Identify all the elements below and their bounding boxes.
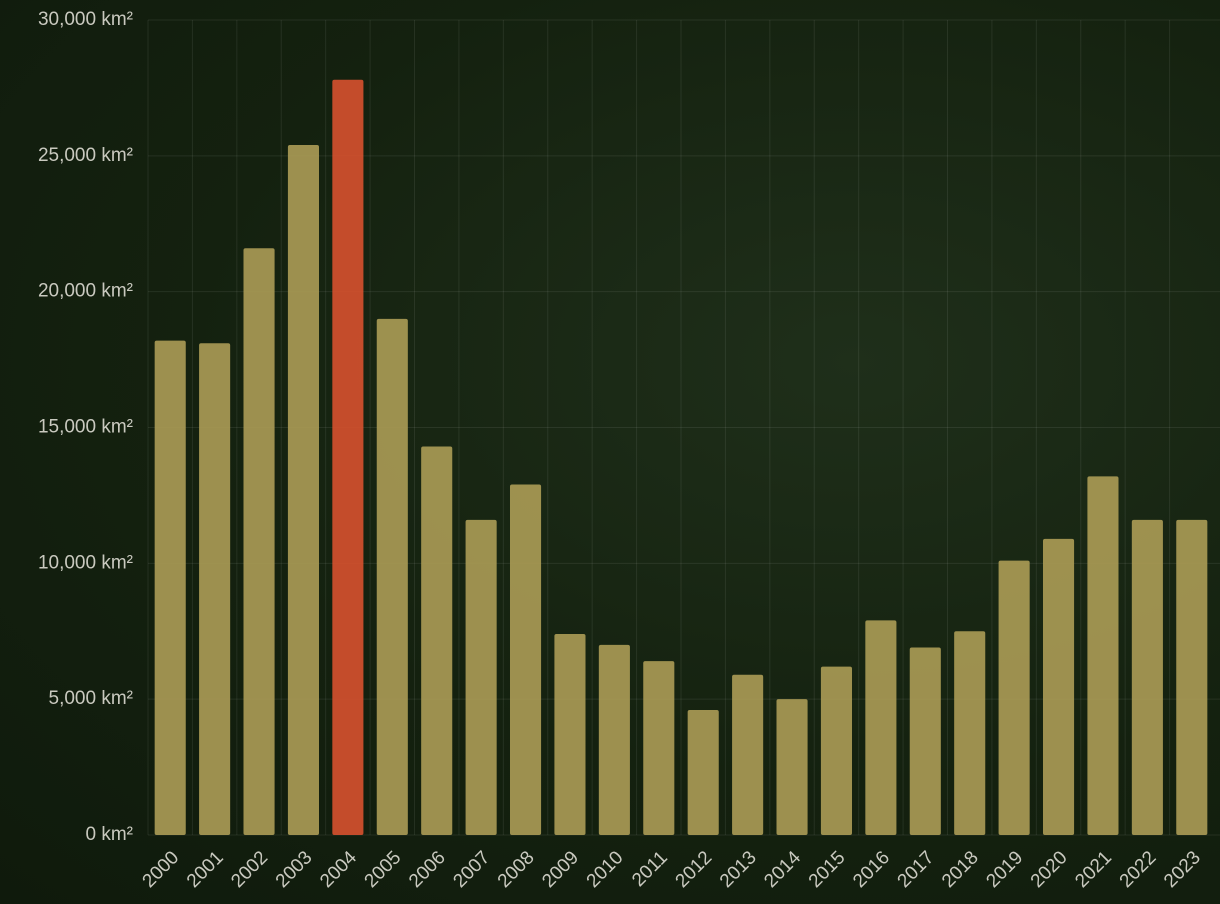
x-tick-label: 2018 <box>938 847 983 892</box>
bar <box>954 631 986 835</box>
x-tick-label: 2004 <box>316 847 361 892</box>
x-tick-label: 2020 <box>1027 847 1072 892</box>
bar <box>776 699 808 835</box>
y-tick-label: 25,000 km² <box>38 145 133 166</box>
bar <box>643 661 675 835</box>
x-tick-label: 2010 <box>583 847 628 892</box>
x-tick-label: 2016 <box>849 847 894 892</box>
x-tick-label: 2013 <box>716 847 761 892</box>
bar <box>1087 476 1119 835</box>
y-tick-label: 5,000 km² <box>49 688 133 709</box>
bar <box>909 647 941 835</box>
x-tick-label: 2002 <box>227 847 272 892</box>
y-tick-label: 0 km² <box>86 824 134 845</box>
bar <box>598 644 630 835</box>
y-tick-label: 15,000 km² <box>38 417 133 438</box>
bar <box>554 633 586 835</box>
bar <box>243 248 275 835</box>
x-tick-label: 2011 <box>628 847 672 891</box>
bar <box>865 620 897 835</box>
bar <box>998 560 1030 835</box>
x-tick-label: 2001 <box>183 847 228 892</box>
bar <box>421 446 453 835</box>
bar <box>287 144 320 835</box>
bar <box>154 340 186 835</box>
bar <box>1176 519 1208 835</box>
bar <box>332 79 364 836</box>
y-tick-label: 10,000 km² <box>38 552 133 573</box>
bar <box>465 519 497 835</box>
x-tick-label: 2005 <box>361 847 406 892</box>
x-tick-label: 2014 <box>760 847 805 892</box>
bar <box>1131 519 1163 835</box>
x-tick-label: 2019 <box>982 847 1027 892</box>
x-tick-label: 2000 <box>139 847 184 892</box>
bar <box>199 343 231 835</box>
x-tick-label: 2003 <box>272 847 317 892</box>
bar <box>509 484 542 835</box>
y-tick-label: 20,000 km² <box>38 281 133 302</box>
x-tick-label: 2022 <box>1116 847 1161 892</box>
x-tick-label: 2007 <box>449 847 494 892</box>
x-tick-label: 2006 <box>405 847 450 892</box>
bar <box>820 666 853 835</box>
x-tick-label: 2012 <box>672 847 717 892</box>
x-tick-label: 2009 <box>538 847 583 892</box>
x-tick-label: 2017 <box>894 847 939 892</box>
x-tick-label: 2021 <box>1071 847 1116 892</box>
bar <box>1042 538 1075 835</box>
bar <box>687 710 719 835</box>
y-tick-label: 30,000 km² <box>38 9 133 30</box>
x-tick-label: 2023 <box>1160 847 1205 892</box>
bar <box>732 674 764 835</box>
x-tick-label: 2008 <box>494 847 539 892</box>
x-tick-label: 2015 <box>805 847 850 892</box>
bar <box>376 318 408 835</box>
